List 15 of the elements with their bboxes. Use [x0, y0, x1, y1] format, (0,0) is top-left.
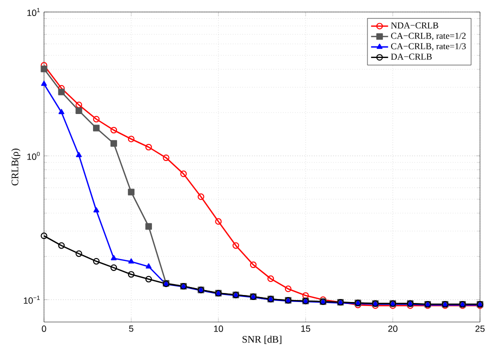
legend-label: CA−CRLB, rate=1/3 [391, 43, 466, 51]
x-tick-label: 0 [42, 326, 46, 332]
legend-label: NDA−CRLB [391, 22, 438, 28]
y-tick-label: 10$^{−1}$ [24, 296, 40, 304]
x-tick-label: 5 [129, 326, 134, 332]
x-axis-title: SNR [dB] [242, 336, 282, 344]
y-tick-label: 10$^{0}$ [27, 152, 40, 160]
x-tick-label: 20 [388, 326, 398, 332]
y-axis-title: CRLB(ρ) [11, 148, 20, 186]
x-tick-label: 10 [214, 326, 224, 332]
legend-label: DA−CRLB [391, 54, 432, 60]
x-tick-label: 25 [475, 326, 485, 332]
x-tick-label: 15 [301, 326, 310, 332]
legend-label: CA−CRLB, rate=1/2 [391, 32, 466, 40]
y-tick-label: 10$^{1}$ [27, 8, 40, 16]
